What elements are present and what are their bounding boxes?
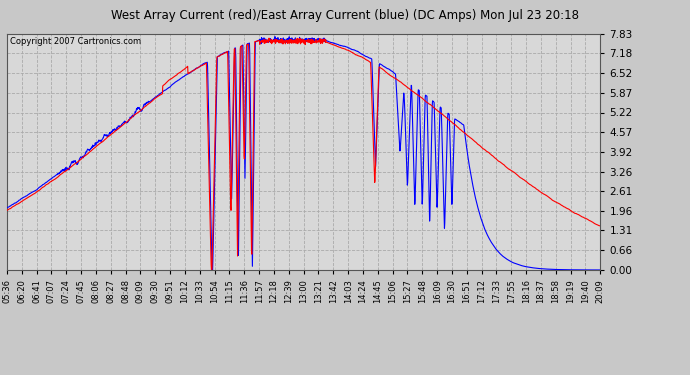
Text: Copyright 2007 Cartronics.com: Copyright 2007 Cartronics.com [10, 37, 141, 46]
Text: West Array Current (red)/East Array Current (blue) (DC Amps) Mon Jul 23 20:18: West Array Current (red)/East Array Curr… [111, 9, 579, 22]
